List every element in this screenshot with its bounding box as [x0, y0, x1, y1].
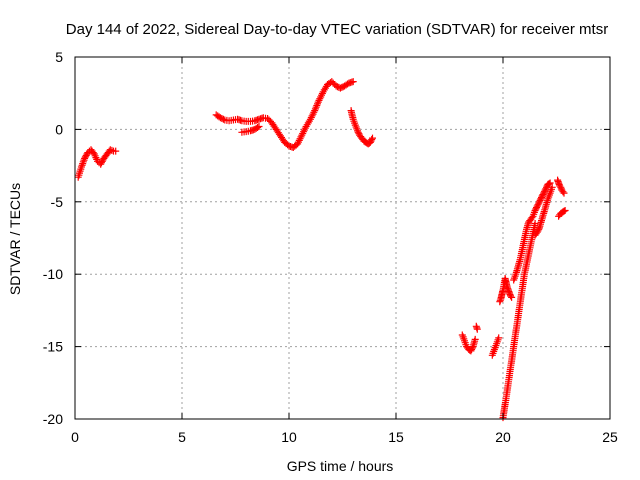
data-point [255, 123, 263, 130]
data-point [77, 163, 85, 171]
data-point [307, 114, 315, 121]
y-tick-label: 5 [55, 49, 63, 65]
data-point [108, 146, 116, 154]
data-point [548, 183, 556, 191]
y-tick-label: -5 [51, 194, 64, 210]
data-point [254, 124, 262, 131]
x-tick-label: 20 [495, 429, 511, 445]
x-tick-label: 25 [602, 429, 618, 445]
data-point [300, 128, 308, 136]
y-tick-label: -10 [43, 266, 63, 282]
y-tick-label: 0 [55, 121, 63, 137]
data-point [106, 146, 114, 154]
data-point [508, 293, 516, 301]
data-point [473, 325, 481, 333]
data-point [312, 103, 320, 111]
data-point [314, 100, 321, 108]
x-tick-label: 10 [281, 429, 297, 445]
y-axis-label: SDTVAR / TECUs [7, 183, 23, 295]
data-point [561, 207, 569, 214]
data-point [295, 136, 303, 144]
data-point [495, 334, 503, 342]
data-point [531, 220, 539, 227]
data-point [311, 107, 319, 115]
data-point [316, 95, 324, 103]
grid [75, 57, 610, 419]
data-point [546, 179, 554, 187]
y-tick-label: -20 [43, 411, 63, 427]
axis-ticks [74, 56, 611, 420]
tick-labels: 0 5 10 15 20 25 5 0 -5 -10 -15 -20 [43, 49, 618, 445]
data-point [308, 112, 316, 120]
data-point [318, 91, 325, 99]
data-point [560, 189, 568, 197]
data-points [74, 78, 569, 422]
data-point [559, 188, 567, 196]
y-tick-label: -15 [43, 339, 63, 355]
data-point [471, 335, 479, 343]
data-point [314, 98, 322, 106]
data-point [369, 134, 376, 142]
data-point [311, 105, 319, 113]
data-point [545, 180, 553, 188]
data-point [468, 344, 476, 352]
data-point [112, 147, 120, 155]
x-tick-label: 15 [388, 429, 404, 445]
data-point [310, 108, 318, 116]
data-point [79, 158, 87, 166]
x-tick-label: 5 [178, 429, 186, 445]
data-point [315, 96, 323, 104]
data-point [297, 133, 305, 141]
data-point [294, 138, 302, 146]
x-axis-label: GPS time / hours [287, 458, 394, 474]
data-point [535, 225, 543, 233]
data-point [313, 102, 321, 109]
chart-title: Day 144 of 2022, Sidereal Day-to-day VTE… [66, 21, 608, 38]
data-point [349, 78, 357, 86]
data-point [560, 207, 568, 215]
data-point [368, 136, 376, 143]
data-point [507, 292, 514, 300]
plot-frame [74, 56, 611, 420]
x-tick-label: 0 [71, 429, 79, 445]
data-point [318, 90, 326, 97]
data-point [219, 115, 227, 123]
